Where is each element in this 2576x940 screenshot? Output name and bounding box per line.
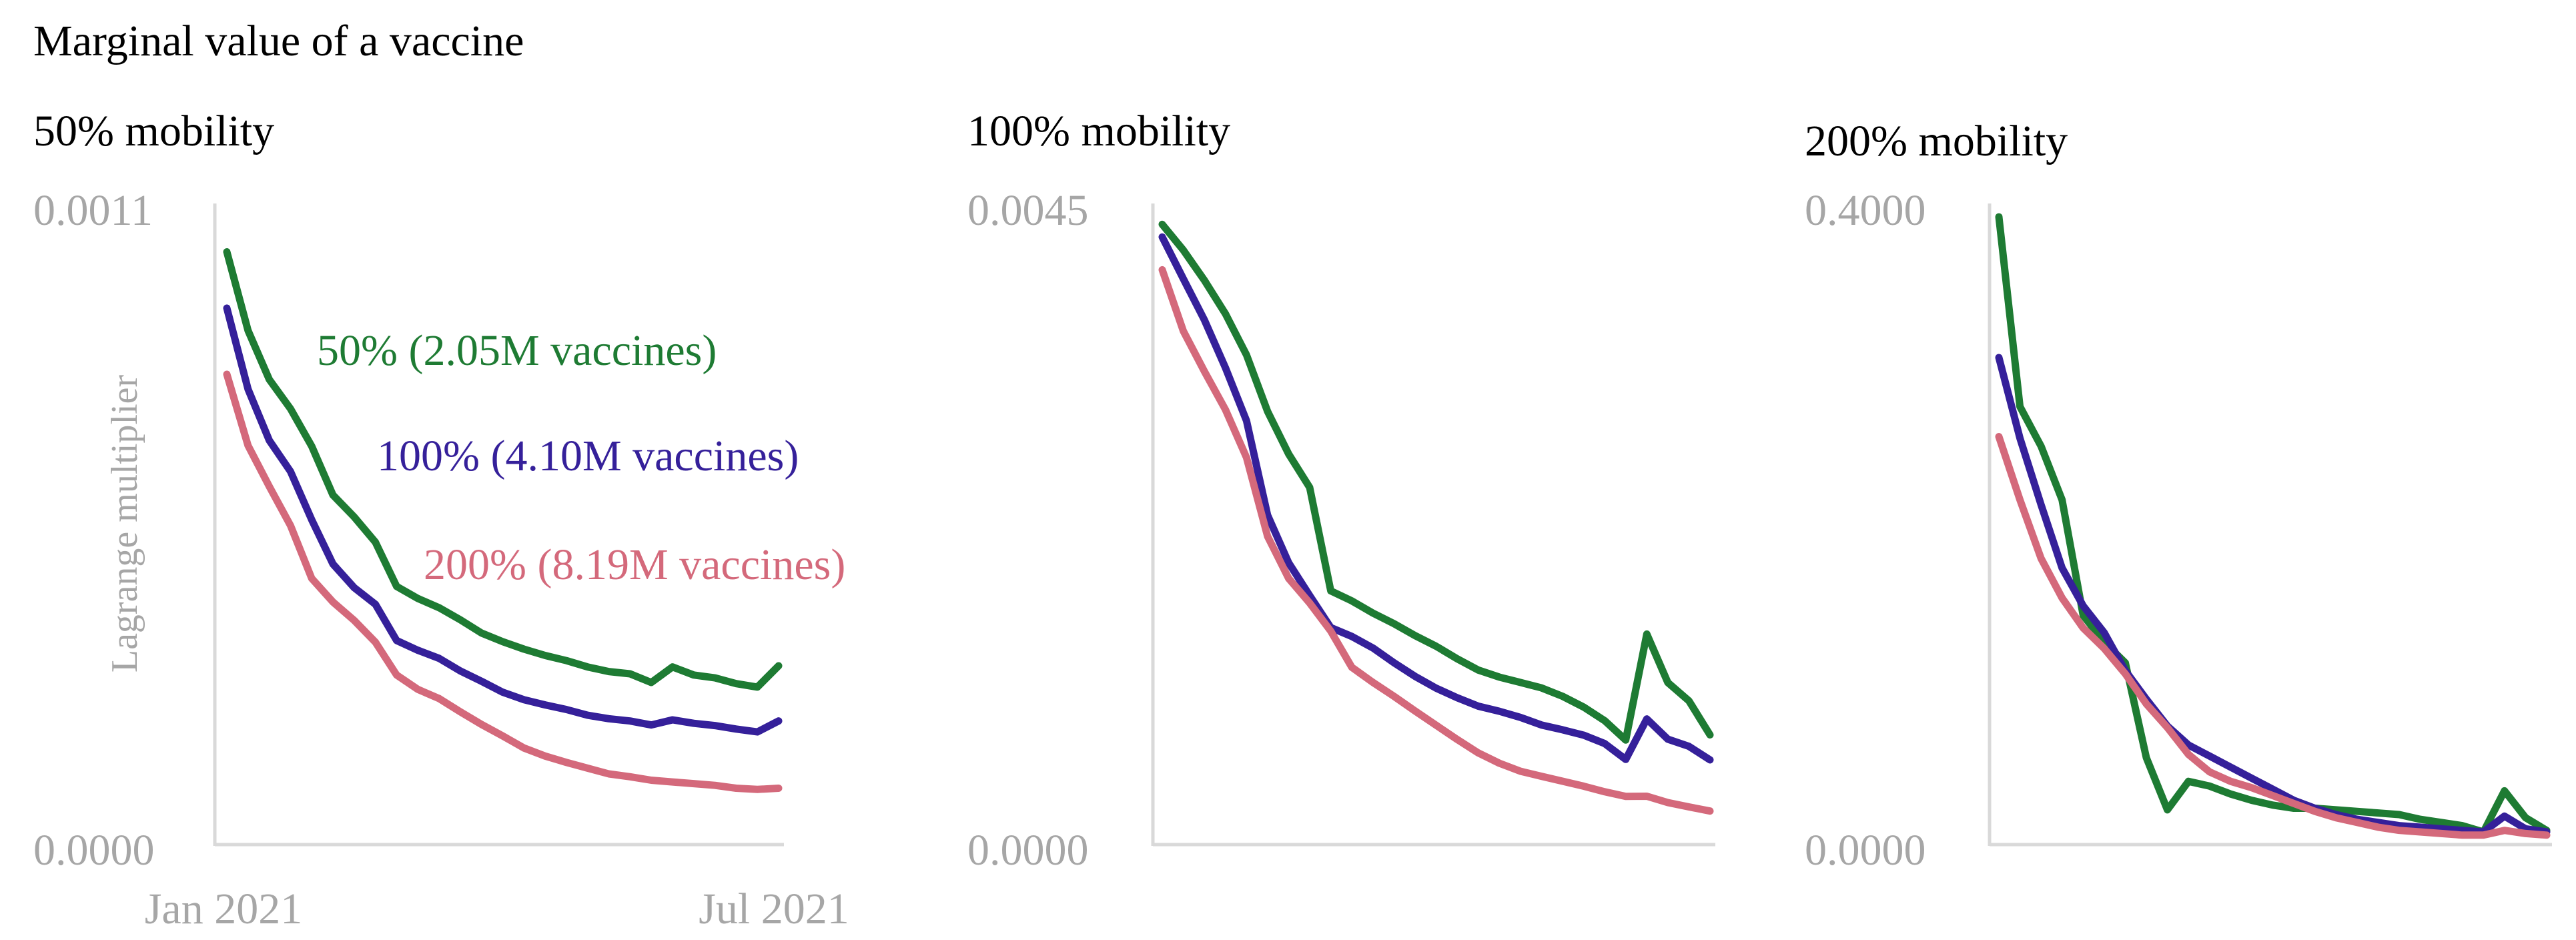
legend-label-50: 50% (2.05M vaccines) bbox=[317, 326, 717, 375]
series-line-50-panel-2 bbox=[1158, 220, 1714, 744]
series-line-200-panel-3 bbox=[1995, 433, 2551, 839]
panel-title-2: 100% mobility bbox=[967, 107, 1230, 155]
x-tick-end-1: Jul 2021 bbox=[699, 885, 849, 933]
series-group-1 bbox=[223, 248, 783, 793]
panel-title-1: 50% mobility bbox=[33, 107, 274, 155]
series-line-100-panel-2 bbox=[1158, 233, 1714, 764]
series-group-2 bbox=[1158, 220, 1714, 815]
chart-panel-1: 50% mobility 0.0011 0.0000 Lagrange mult… bbox=[33, 107, 849, 933]
y-tick-top-1: 0.0011 bbox=[33, 186, 153, 235]
legend-label-100: 100% (4.10M vaccines) bbox=[377, 432, 799, 480]
panel-title-3: 200% mobility bbox=[1805, 117, 2068, 165]
y-tick-bottom-3: 0.0000 bbox=[1805, 826, 1926, 875]
chart-panel-3: 200% mobility 0.4000 0.0000 bbox=[1805, 117, 2552, 875]
x-tick-start-1: Jan 2021 bbox=[145, 885, 302, 933]
series-group-3 bbox=[1995, 213, 2551, 839]
y-tick-top-2: 0.0045 bbox=[967, 186, 1089, 235]
y-tick-top-3: 0.4000 bbox=[1805, 186, 1926, 235]
series-line-50-panel-3 bbox=[1995, 213, 2551, 836]
series-line-100-panel-3 bbox=[1995, 354, 2551, 836]
series-line-200-panel-2 bbox=[1158, 266, 1714, 815]
chart-panel-2: 100% mobility 0.0045 0.0000 bbox=[967, 107, 1715, 875]
series-line-50-panel-1 bbox=[223, 248, 783, 691]
series-line-100-panel-1 bbox=[223, 304, 783, 736]
y-axis-label-1: Lagrange multiplier bbox=[104, 375, 145, 673]
y-tick-bottom-2: 0.0000 bbox=[967, 826, 1089, 875]
figure-title: Marginal value of a vaccine bbox=[33, 17, 524, 65]
y-tick-bottom-1: 0.0000 bbox=[33, 826, 155, 875]
series-line-200-panel-1 bbox=[223, 370, 783, 793]
legend-label-200: 200% (8.19M vaccines) bbox=[424, 540, 845, 589]
